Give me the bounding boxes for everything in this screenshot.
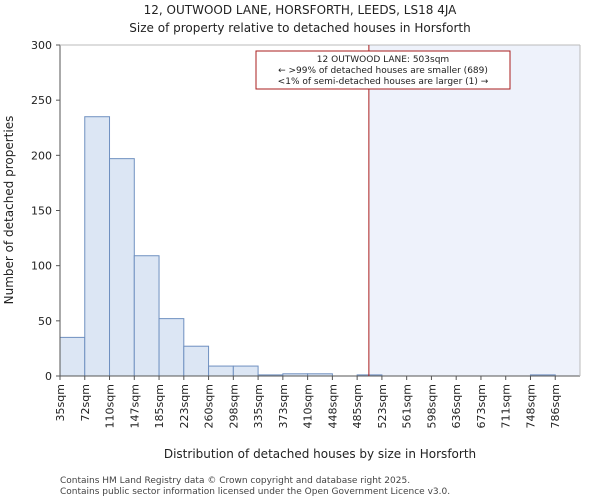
bar-110sqm bbox=[109, 158, 135, 377]
x-tick-label-35sqm: 35sqm bbox=[54, 384, 67, 421]
x-tick-label-260sqm: 260sqm bbox=[203, 384, 216, 428]
highlight-region-group bbox=[368, 45, 580, 376]
x-tick-label-410sqm: 410sqm bbox=[302, 384, 315, 428]
y-tick-label-0: 0 bbox=[45, 370, 52, 383]
annotation-line-1: 12 OUTWOOD LANE: 503sqm bbox=[317, 55, 449, 65]
x-tick-label-335sqm: 335sqm bbox=[252, 384, 265, 428]
x-ticks-group: 35sqm 72sqm 110sqm 147sqm 185sqm 223sqm 260sqm… bbox=[54, 376, 562, 428]
bar-72sqm bbox=[84, 116, 111, 377]
annotation-box bbox=[255, 50, 511, 90]
x-tick-label-636sqm: 636sqm bbox=[450, 384, 463, 428]
y-tick-label-200: 200 bbox=[31, 149, 52, 162]
annotation-line-2: ← >99% of detached houses are smaller (6… bbox=[278, 66, 488, 76]
bar-298sqm bbox=[232, 365, 259, 377]
footer-line-1: Contains HM Land Registry data © Crown c… bbox=[60, 476, 410, 486]
x-tick-label-485sqm: 485sqm bbox=[351, 384, 364, 428]
x-tick-label-673sqm: 673sqm bbox=[475, 384, 488, 428]
x-tick-label-523sqm: 523sqm bbox=[376, 384, 389, 428]
bar-260sqm bbox=[208, 365, 234, 377]
x-tick-label-147sqm: 147sqm bbox=[128, 384, 141, 428]
chart-title: 12, OUTWOOD LANE, HORSFORTH, LEEDS, LS18… bbox=[144, 3, 458, 17]
y-tick-label-300: 300 bbox=[31, 39, 52, 52]
x-tick-label-185sqm: 185sqm bbox=[153, 384, 166, 428]
x-tick-label-748sqm: 748sqm bbox=[524, 384, 537, 428]
y-tick-label-150: 150 bbox=[31, 205, 52, 218]
y-tick-label-100: 100 bbox=[31, 260, 52, 273]
property-annotation: 12 OUTWOOD LANE: 503sqm ← >99% of detach… bbox=[255, 50, 511, 90]
x-tick-label-711sqm: 711sqm bbox=[500, 384, 513, 428]
y-ticks-group: 0 50 100 150 200 250 300 bbox=[31, 39, 60, 383]
x-tick-label-110sqm: 110sqm bbox=[104, 384, 117, 428]
x-tick-label-223sqm: 223sqm bbox=[178, 384, 191, 428]
y-tick-label-50: 50 bbox=[38, 315, 52, 328]
larger-region-highlight bbox=[368, 45, 580, 376]
y-axis-label: Number of detached properties bbox=[2, 116, 16, 305]
x-tick-label-373sqm: 373sqm bbox=[277, 384, 290, 428]
x-axis-label: Distribution of detached houses by size … bbox=[164, 447, 476, 461]
x-tick-label-448sqm: 448sqm bbox=[326, 384, 339, 428]
footer-line-2: Contains public sector information licen… bbox=[60, 487, 450, 497]
bar-35sqm bbox=[59, 336, 86, 377]
x-tick-label-298sqm: 298sqm bbox=[227, 384, 240, 428]
x-tick-label-598sqm: 598sqm bbox=[425, 384, 438, 428]
chart-subtitle: Size of property relative to detached ho… bbox=[129, 21, 470, 35]
bar-185sqm bbox=[158, 318, 185, 377]
bar-147sqm bbox=[133, 255, 160, 377]
bar-223sqm bbox=[183, 345, 210, 377]
y-tick-label-250: 250 bbox=[31, 94, 52, 107]
bars-group bbox=[59, 116, 556, 377]
x-tick-label-786sqm: 786sqm bbox=[549, 384, 562, 428]
annotation-line-3: <1% of semi-detached houses are larger (… bbox=[278, 77, 489, 87]
x-tick-label-561sqm: 561sqm bbox=[401, 384, 414, 428]
x-tick-label-72sqm: 72sqm bbox=[79, 384, 92, 421]
